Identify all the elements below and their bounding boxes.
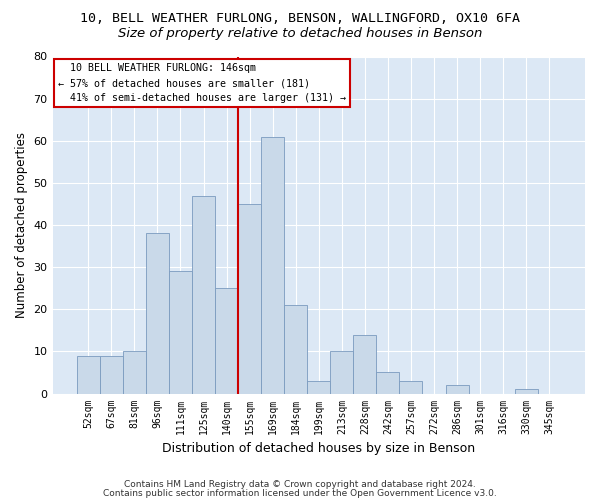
Bar — [77, 356, 100, 394]
Text: 10 BELL WEATHER FURLONG: 146sqm
← 57% of detached houses are smaller (181)
  41%: 10 BELL WEATHER FURLONG: 146sqm ← 57% of… — [58, 63, 346, 103]
Y-axis label: Number of detached properties: Number of detached properties — [15, 132, 28, 318]
Bar — [238, 204, 261, 394]
Bar — [215, 288, 238, 394]
Text: 10, BELL WEATHER FURLONG, BENSON, WALLINGFORD, OX10 6FA: 10, BELL WEATHER FURLONG, BENSON, WALLIN… — [80, 12, 520, 26]
Bar — [192, 196, 215, 394]
Bar — [515, 390, 538, 394]
Bar — [353, 334, 376, 394]
Bar — [330, 352, 353, 394]
Bar — [446, 385, 469, 394]
Bar — [376, 372, 400, 394]
X-axis label: Distribution of detached houses by size in Benson: Distribution of detached houses by size … — [162, 442, 475, 455]
Bar — [123, 352, 146, 394]
Bar — [307, 381, 330, 394]
Bar — [284, 305, 307, 394]
Bar — [146, 234, 169, 394]
Bar — [261, 136, 284, 394]
Text: Contains HM Land Registry data © Crown copyright and database right 2024.: Contains HM Land Registry data © Crown c… — [124, 480, 476, 489]
Text: Contains public sector information licensed under the Open Government Licence v3: Contains public sector information licen… — [103, 490, 497, 498]
Text: Size of property relative to detached houses in Benson: Size of property relative to detached ho… — [118, 28, 482, 40]
Bar — [400, 381, 422, 394]
Bar — [100, 356, 123, 394]
Bar — [169, 272, 192, 394]
